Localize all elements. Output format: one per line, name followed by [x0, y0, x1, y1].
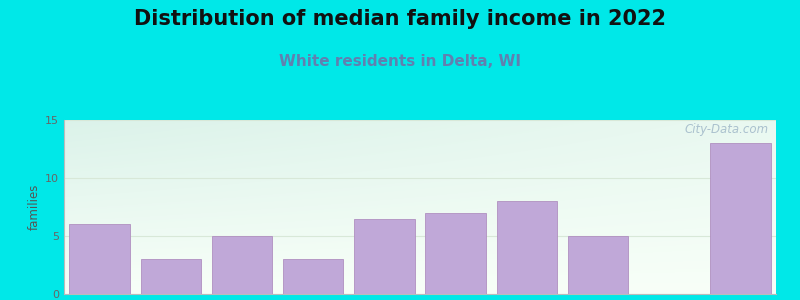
Bar	[710, 143, 770, 294]
Bar	[212, 236, 272, 294]
Bar	[568, 236, 628, 294]
Text: White residents in Delta, WI: White residents in Delta, WI	[279, 54, 521, 69]
Text: City-Data.com: City-Data.com	[685, 124, 769, 136]
Text: Distribution of median family income in 2022: Distribution of median family income in …	[134, 9, 666, 29]
Bar	[426, 213, 486, 294]
Bar	[354, 219, 414, 294]
Y-axis label: families: families	[28, 184, 41, 230]
Bar	[497, 201, 557, 294]
Bar	[70, 224, 130, 294]
Bar	[141, 259, 201, 294]
Bar	[283, 259, 343, 294]
